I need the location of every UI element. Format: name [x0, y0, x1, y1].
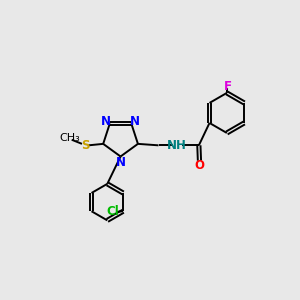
Text: Cl: Cl [106, 205, 119, 218]
Text: N: N [116, 156, 126, 169]
Text: N: N [101, 115, 111, 128]
Text: NH: NH [167, 139, 187, 152]
Text: S: S [81, 139, 89, 152]
Text: N: N [130, 115, 140, 128]
Text: O: O [194, 159, 205, 172]
Text: CH₃: CH₃ [59, 133, 80, 143]
Text: F: F [224, 80, 231, 93]
